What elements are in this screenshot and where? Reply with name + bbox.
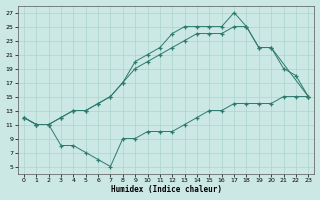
X-axis label: Humidex (Indice chaleur): Humidex (Indice chaleur) (111, 185, 221, 194)
